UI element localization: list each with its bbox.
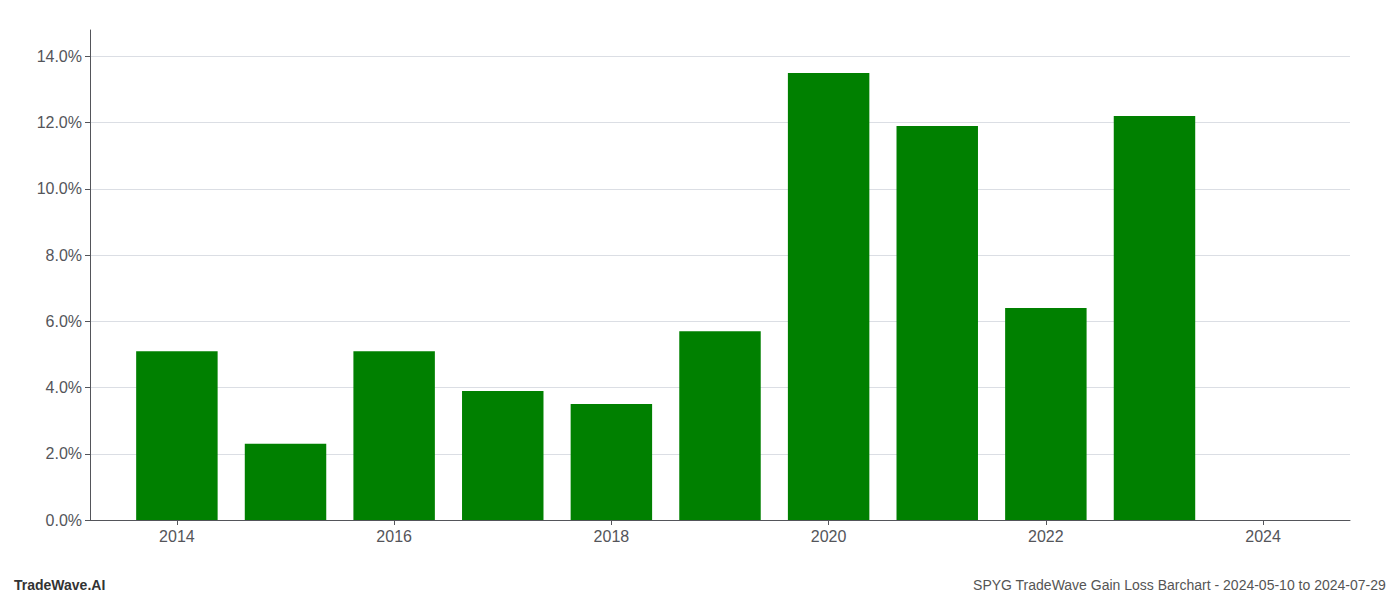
svg-text:12.0%: 12.0% <box>37 114 82 131</box>
svg-text:6.0%: 6.0% <box>46 313 82 330</box>
svg-text:2016: 2016 <box>376 528 412 545</box>
svg-text:2020: 2020 <box>811 528 847 545</box>
svg-text:2018: 2018 <box>594 528 630 545</box>
svg-text:SPYG TradeWave Gain Loss Barch: SPYG TradeWave Gain Loss Barchart - 2024… <box>973 577 1386 593</box>
svg-text:10.0%: 10.0% <box>37 180 82 197</box>
svg-text:2.0%: 2.0% <box>46 445 82 462</box>
svg-text:14.0%: 14.0% <box>37 48 82 65</box>
svg-text:2014: 2014 <box>159 528 195 545</box>
svg-text:8.0%: 8.0% <box>46 247 82 264</box>
svg-text:2024: 2024 <box>1245 528 1281 545</box>
svg-text:0.0%: 0.0% <box>46 512 82 529</box>
svg-text:2022: 2022 <box>1028 528 1064 545</box>
svg-text:4.0%: 4.0% <box>46 379 82 396</box>
svg-text:TradeWave.AI: TradeWave.AI <box>14 577 105 593</box>
